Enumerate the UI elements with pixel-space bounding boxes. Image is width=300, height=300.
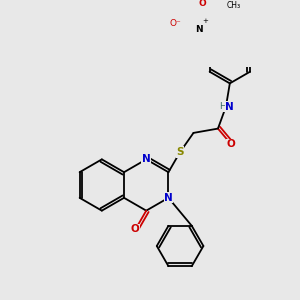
Text: N: N — [142, 154, 151, 164]
Text: N: N — [225, 102, 234, 112]
Text: H: H — [219, 102, 226, 111]
Text: N: N — [195, 25, 202, 34]
Text: O: O — [199, 0, 206, 8]
Text: O: O — [226, 139, 235, 149]
Text: +: + — [202, 18, 208, 24]
Text: O⁻: O⁻ — [169, 19, 181, 28]
Text: O: O — [131, 224, 140, 235]
Text: S: S — [176, 147, 184, 157]
Text: CH₃: CH₃ — [226, 1, 241, 10]
Text: N: N — [164, 193, 173, 203]
